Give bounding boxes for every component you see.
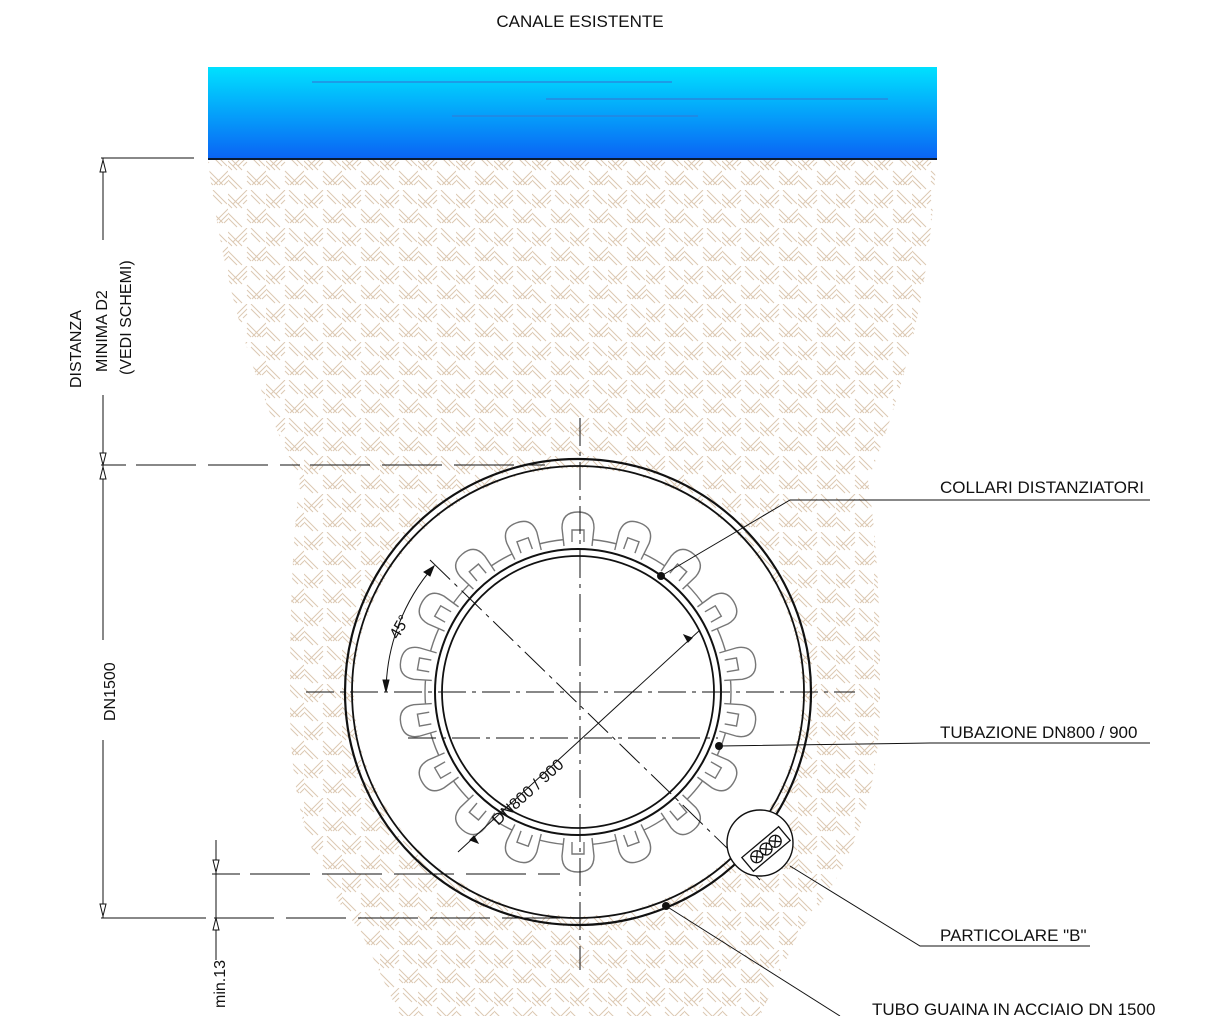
center-lines — [306, 418, 855, 970]
spacer-lobe — [454, 548, 496, 590]
collari-leader-dot — [657, 572, 665, 580]
inner-diameter-dimension — [457, 629, 701, 853]
spacer-lobe — [418, 752, 459, 792]
spacer-lobe — [719, 702, 757, 738]
dn1500-dimension — [99, 465, 560, 919]
tubazione-leader-dot — [715, 742, 723, 750]
spacer-lobe — [561, 511, 595, 547]
collari-label: COLLARI DISTANZIATORI — [940, 478, 1144, 497]
spacer-lobe — [614, 520, 652, 560]
distance-d2-line3: (VEDI SCHEMI) — [118, 260, 135, 375]
guaina-leader-dot — [662, 902, 670, 910]
distance-d2-line1: DISTANZA — [68, 310, 85, 388]
drawing-title: CANALE ESISTENTE — [496, 12, 663, 31]
leader-lines — [660, 499, 1150, 1016]
spacer-lobe — [418, 592, 459, 632]
particolare-label: PARTICOLARE "B" — [940, 926, 1087, 945]
spacer-lobe — [504, 520, 542, 560]
angle-dimension — [382, 564, 436, 693]
distance-d2-dimension — [99, 157, 545, 466]
tubazione-label: TUBAZIONE DN800 / 900 — [940, 723, 1137, 742]
spacer-lobe — [697, 592, 738, 632]
tubo-guaina-label: TUBO GUAINA IN ACCIAIO DN 1500 — [872, 1000, 1155, 1016]
spacer-lobe — [660, 794, 702, 836]
min13-dimension — [212, 840, 560, 960]
spacer-lobe — [614, 824, 652, 864]
spacer-lobe — [399, 702, 437, 738]
spacer-lobe — [561, 837, 595, 873]
detail-b-marker — [726, 809, 794, 877]
min13-label: min.13 — [212, 960, 229, 1008]
spacer-lobe — [504, 824, 542, 864]
distance-d2-line2: MINIMA D2 — [94, 290, 111, 372]
canal-water — [208, 67, 937, 160]
spacer-lobe — [399, 646, 437, 682]
dn1500-label: DN1500 — [102, 662, 119, 721]
spacer-lobe — [719, 646, 757, 682]
spacer-lobe — [697, 752, 738, 792]
